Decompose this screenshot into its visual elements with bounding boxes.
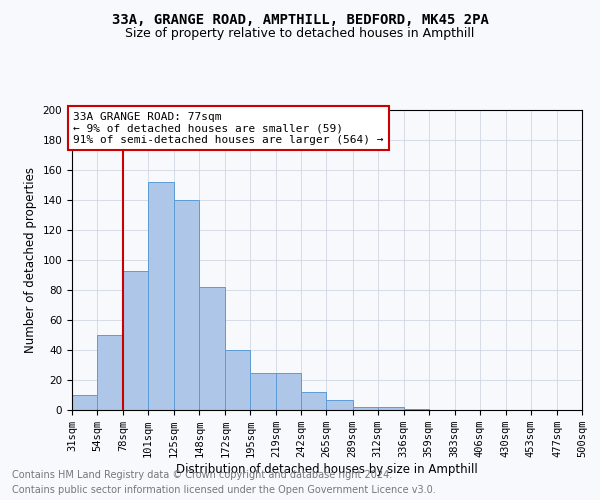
Text: Contains public sector information licensed under the Open Government Licence v3: Contains public sector information licen… (12, 485, 436, 495)
Text: 33A, GRANGE ROAD, AMPTHILL, BEDFORD, MK45 2PA: 33A, GRANGE ROAD, AMPTHILL, BEDFORD, MK4… (112, 12, 488, 26)
Bar (404, 408, 428, 410)
Bar (148, 182, 174, 410)
Bar (353, 407, 377, 410)
Bar (123, 270, 148, 410)
Bar (199, 287, 226, 410)
Text: 33A GRANGE ROAD: 77sqm
← 9% of detached houses are smaller (59)
91% of semi-deta: 33A GRANGE ROAD: 77sqm ← 9% of detached … (73, 112, 383, 144)
X-axis label: Distribution of detached houses by size in Ampthill: Distribution of detached houses by size … (176, 463, 478, 476)
Bar (72, 395, 97, 410)
Bar (226, 350, 250, 410)
Bar (250, 372, 277, 410)
Bar (301, 392, 326, 410)
Bar (326, 400, 353, 410)
Bar (277, 372, 301, 410)
Bar (174, 200, 199, 410)
Bar (377, 407, 404, 410)
Bar (97, 335, 123, 410)
Text: Size of property relative to detached houses in Ampthill: Size of property relative to detached ho… (125, 28, 475, 40)
Y-axis label: Number of detached properties: Number of detached properties (24, 167, 37, 353)
Text: Contains HM Land Registry data © Crown copyright and database right 2024.: Contains HM Land Registry data © Crown c… (12, 470, 392, 480)
